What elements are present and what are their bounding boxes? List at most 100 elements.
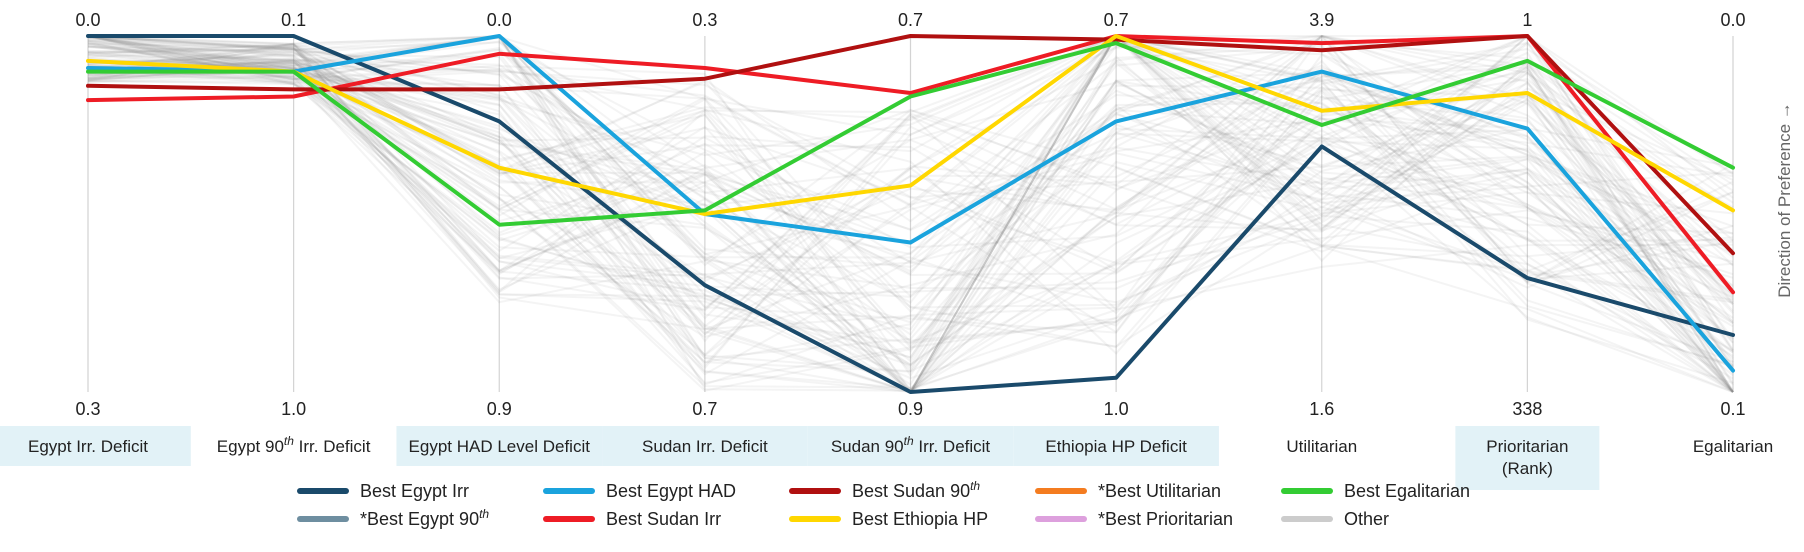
other-solution-line <box>87 43 1734 355</box>
legend-item-best-ethiopia-hp: Best Ethiopia HP <box>789 509 988 529</box>
other-solution-line <box>87 35 1734 393</box>
other-solution-line <box>87 39 1734 208</box>
axis-highlight-layer <box>0 426 1600 490</box>
axis-highlight-sudan-90-irr-deficit <box>807 426 1014 466</box>
other-solution-line <box>87 36 1734 353</box>
other-solution-line <box>87 34 1734 340</box>
other-solution-line <box>87 34 1734 367</box>
other-solution-line <box>87 35 1734 313</box>
other-solution-line <box>87 34 1734 376</box>
other-solution-line <box>87 34 1734 320</box>
axis-top-tick-egypt-had-level-deficit: 0.0 <box>487 10 512 30</box>
legend-label: Best Egalitarian <box>1344 481 1470 501</box>
other-solution-line <box>87 34 1734 373</box>
series-line-best-egalitarian <box>86 41 1735 227</box>
axis-bottom-tick-egypt-had-level-deficit: 0.9 <box>487 399 512 419</box>
axis-bottom-tick-ethiopia-hp-deficit: 1.0 <box>1104 399 1129 419</box>
axis-highlight-sudan-irr-deficit <box>602 426 808 466</box>
other-solution-line <box>87 35 1734 380</box>
axis-top-tick-egalitarian: 0.0 <box>1720 10 1745 30</box>
axis-name-prioritarian-rank-line2: (Rank) <box>1502 459 1553 478</box>
other-solution-line <box>87 62 1734 314</box>
legend-label: Best Egypt HAD <box>606 481 736 501</box>
axis-top-tick-egypt-90-irr-deficit: 0.1 <box>281 10 306 30</box>
other-solution-line <box>87 74 1734 393</box>
legend-item-best-sudan-irr: Best Sudan Irr <box>543 509 721 529</box>
axis-top-tick-sudan-90-irr-deficit: 0.7 <box>898 10 923 30</box>
other-solution-line <box>87 38 1734 360</box>
axis-highlight-egypt-irr-deficit <box>0 426 191 466</box>
series-line-best-sudan-90th <box>86 34 1735 256</box>
legend-item-best-egalitarian: Best Egalitarian <box>1281 481 1470 501</box>
other-solution-line <box>87 43 1734 393</box>
legend-label: *Best Utilitarian <box>1098 481 1221 501</box>
other-solution-line <box>87 34 1734 367</box>
other-solution-line <box>87 35 1734 344</box>
axis-bottom-tick-sudan-irr-deficit: 0.7 <box>692 399 717 419</box>
other-solution-line <box>87 36 1734 393</box>
other-solution-line <box>87 34 1734 255</box>
other-solution-line <box>87 60 1734 389</box>
other-solution-line <box>87 35 1734 375</box>
axis-name-sudan-irr-deficit: Sudan Irr. Deficit <box>642 437 768 456</box>
other-solution-line <box>87 64 1734 393</box>
legend-label: *Best Prioritarian <box>1098 509 1233 529</box>
other-solution-line <box>87 60 1734 231</box>
other-solution-line <box>87 40 1734 342</box>
other-solution-line <box>87 35 1734 390</box>
other-solution-line <box>87 34 1734 370</box>
axis-name-prioritarian-rank-line1: Prioritarian <box>1486 437 1568 456</box>
other-solution-line <box>87 39 1734 357</box>
axis-name-egypt-irr-deficit: Egypt Irr. Deficit <box>28 437 148 456</box>
legend-label: Best Egypt Irr <box>360 481 469 501</box>
other-solution-line <box>87 34 1734 384</box>
axis-name-egalitarian: Egalitarian <box>1693 437 1773 456</box>
axis-name-egypt-90-irr-deficit: Egypt 90th Irr. Deficit <box>217 434 371 456</box>
other-solution-line <box>87 64 1734 393</box>
other-solution-line <box>87 35 1734 386</box>
series-line-best-egypt-had <box>86 34 1735 373</box>
axis-top-tick-sudan-irr-deficit: 0.3 <box>692 10 717 30</box>
other-solution-line <box>87 59 1734 324</box>
legend-item-other: Other <box>1281 509 1389 529</box>
other-solution-line <box>87 35 1734 284</box>
axis-top-tick-egypt-irr-deficit: 0.0 <box>75 10 100 30</box>
other-solution-line <box>87 70 1734 311</box>
other-solution-line <box>87 35 1734 393</box>
other-solution-line <box>87 35 1734 393</box>
other-solution-line <box>87 35 1734 327</box>
axis-name-utilitarian: Utilitarian <box>1286 437 1357 456</box>
axis-bottom-tick-utilitarian: 1.6 <box>1309 399 1334 419</box>
other-solution-line <box>87 34 1734 275</box>
axis-labels-layer: 0.0 0.3 Egypt Irr. Deficit 0.1 1.0 Egypt 90th… <box>28 10 1773 478</box>
axis-highlight-prioritarian-rank <box>1455 426 1600 490</box>
other-solution-line <box>87 52 1734 252</box>
legend-item-best-egypt-90th: *Best Egypt 90th <box>297 507 489 529</box>
other-solution-line <box>87 34 1734 273</box>
other-solution-line <box>87 34 1734 301</box>
axis-highlight-ethiopia-hp-deficit <box>1013 426 1219 466</box>
other-solution-line <box>87 57 1734 294</box>
legend-label: *Best Egypt 90th <box>360 507 489 529</box>
other-solution-line <box>87 60 1734 384</box>
other-solution-line <box>87 34 1734 280</box>
direction-of-preference-label: Direction of Preference → <box>1775 102 1794 298</box>
axis-bottom-tick-egypt-irr-deficit: 0.3 <box>75 399 100 419</box>
other-solution-line <box>87 34 1734 290</box>
other-solution-line <box>87 34 1734 380</box>
axis-bottom-tick-sudan-90-irr-deficit: 0.9 <box>898 399 923 419</box>
axis-highlight-egypt-had-level-deficit <box>396 426 603 466</box>
axis-name-sudan-90-irr-deficit: Sudan 90th Irr. Deficit <box>831 434 991 456</box>
series-line-best-ethiopia-hp <box>86 34 1735 216</box>
axis-name-egypt-had-level-deficit: Egypt HAD Level Deficit <box>409 437 591 456</box>
axis-top-tick-prioritarian-rank: 1 <box>1522 10 1532 30</box>
axis-bottom-tick-prioritarian-rank: 338 <box>1512 399 1542 419</box>
other-solution-line <box>87 35 1734 298</box>
other-solution-line <box>87 34 1734 343</box>
axis-top-tick-ethiopia-hp-deficit: 0.7 <box>1104 10 1129 30</box>
other-solution-line <box>87 45 1734 334</box>
series-line-best-egypt-irr <box>86 34 1735 394</box>
other-solution-line <box>87 35 1734 331</box>
legend-label: Best Sudan 90th <box>852 479 980 501</box>
other-solution-line <box>87 35 1734 298</box>
